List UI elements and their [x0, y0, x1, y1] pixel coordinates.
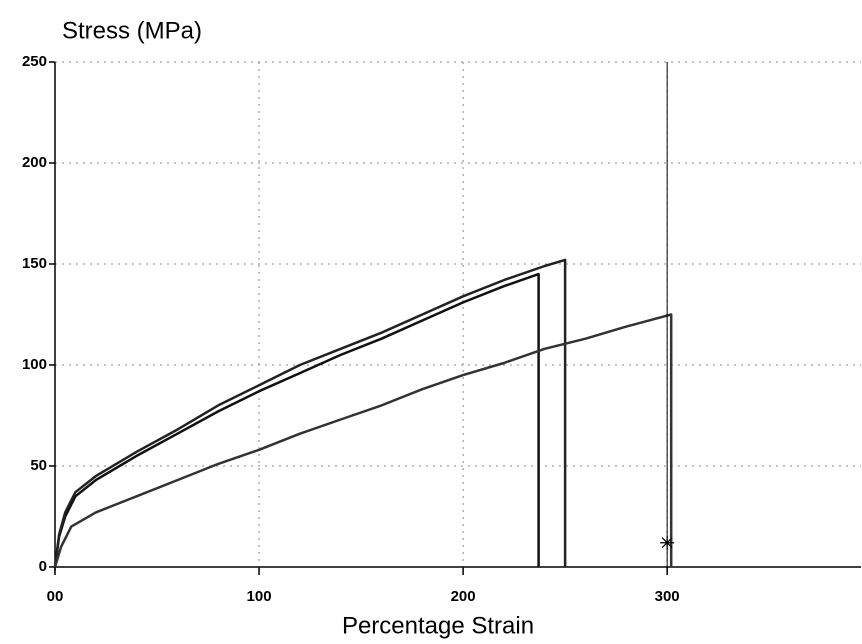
- cursor-marker: [660, 535, 675, 550]
- y-tick-label: 200: [22, 154, 47, 171]
- x-tick-label: 100: [247, 588, 272, 605]
- y-tick-label: 0: [39, 558, 47, 575]
- y-tick-label: 100: [22, 356, 47, 373]
- y-tick-label: 50: [30, 457, 47, 474]
- x-axis-label: Percentage Strain: [342, 612, 534, 639]
- x-tick-label: 300: [655, 588, 680, 605]
- series-line: [53, 272, 540, 568]
- x-tick-label: 200: [451, 588, 476, 605]
- x-tick-label: 00: [47, 588, 64, 605]
- y-tick-label: 250: [22, 53, 47, 70]
- chart-title: Stress (MPa): [62, 17, 202, 44]
- series-line: [53, 313, 673, 568]
- y-tick-label: 150: [22, 255, 47, 272]
- series-line: [53, 258, 567, 568]
